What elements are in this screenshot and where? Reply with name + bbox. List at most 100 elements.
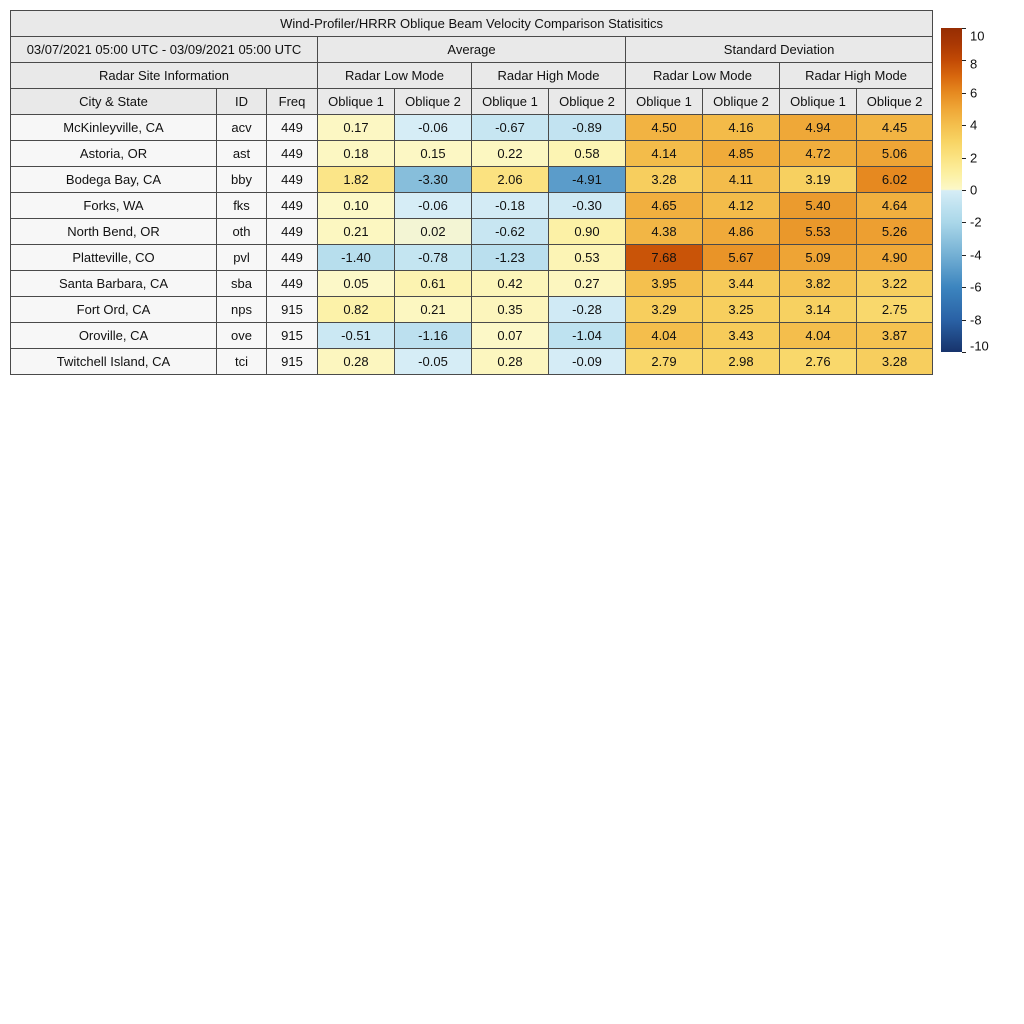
mode-header: Radar High Mode [778, 62, 934, 89]
value-cell: 4.45 [855, 114, 934, 141]
col-header-freq: Freq [266, 88, 318, 115]
city-cell: Platteville, CO [10, 244, 217, 271]
value-cell: 3.19 [779, 166, 857, 193]
colorbar-tick [962, 287, 966, 288]
freq-cell: 915 [266, 296, 318, 323]
date-range: 03/07/2021 05:00 UTC - 03/09/2021 05:00 … [10, 36, 318, 63]
col-header-oblique: Oblique 1 [779, 88, 857, 115]
value-cell: -0.67 [471, 114, 549, 141]
table-row: Oroville, CA ove 915 -0.51 -1.16 0.07 -1… [10, 322, 934, 349]
value-cell: 3.29 [625, 296, 703, 323]
colorbar-tick [962, 352, 966, 353]
table-row: North Bend, OR oth 449 0.21 0.02 -0.62 0… [10, 218, 934, 245]
value-cell: 7.68 [625, 244, 703, 271]
value-cell: 2.75 [855, 296, 934, 323]
value-cell: 1.82 [317, 166, 395, 193]
city-cell: Bodega Bay, CA [10, 166, 217, 193]
value-cell: -1.23 [471, 244, 549, 271]
value-cell: -1.40 [317, 244, 395, 271]
colorbar-tick-label: 10 [970, 28, 985, 44]
value-cell: 0.10 [317, 192, 395, 219]
value-cell: 6.02 [855, 166, 934, 193]
value-cell: 2.98 [702, 348, 780, 375]
value-cell: 4.14 [625, 140, 703, 167]
col-header-oblique: Oblique 1 [625, 88, 703, 115]
value-cell: -1.04 [548, 322, 626, 349]
value-cell: 4.65 [625, 192, 703, 219]
city-cell: Santa Barbara, CA [10, 270, 217, 297]
value-cell: 3.28 [855, 348, 934, 375]
colorbar-tick-label: 8 [970, 56, 978, 72]
value-cell: 0.21 [394, 296, 472, 323]
value-cell: 4.38 [625, 218, 703, 245]
colorbar-tick [962, 255, 966, 256]
value-cell: 0.05 [317, 270, 395, 297]
value-cell: -0.89 [548, 114, 626, 141]
value-cell: -0.18 [471, 192, 549, 219]
value-cell: 2.76 [779, 348, 857, 375]
value-cell: 3.28 [625, 166, 703, 193]
value-cell: -4.91 [548, 166, 626, 193]
value-cell: 5.40 [779, 192, 857, 219]
value-cell: 0.90 [548, 218, 626, 245]
value-cell: 0.35 [471, 296, 549, 323]
value-cell: 4.12 [702, 192, 780, 219]
colorbar-tick [962, 190, 966, 191]
value-cell: 5.26 [855, 218, 934, 245]
colorbar-tick-label: -2 [970, 214, 982, 230]
freq-cell: 449 [266, 244, 318, 271]
value-cell: 0.61 [394, 270, 472, 297]
freq-cell: 449 [266, 218, 318, 245]
table-row: Fort Ord, CA nps 915 0.82 0.21 0.35 -0.2… [10, 296, 934, 323]
value-cell: 5.09 [779, 244, 857, 271]
city-cell: McKinleyville, CA [10, 114, 217, 141]
value-cell: 0.22 [471, 140, 549, 167]
site-id-cell: pvl [216, 244, 267, 271]
col-header-oblique: Oblique 2 [855, 88, 934, 115]
value-cell: 3.87 [855, 322, 934, 349]
figure-title: Wind-Profiler/HRRR Oblique Beam Velocity… [9, 10, 934, 37]
col-header-city: City & State [10, 88, 217, 115]
freq-cell: 915 [266, 322, 318, 349]
value-cell: 5.06 [855, 140, 934, 167]
col-header-oblique: Oblique 1 [471, 88, 549, 115]
value-cell: 0.02 [394, 218, 472, 245]
value-cell: 4.04 [625, 322, 703, 349]
value-cell: 3.14 [779, 296, 857, 323]
colorbar-tick [962, 93, 966, 94]
value-cell: 3.95 [625, 270, 703, 297]
mode-header-row: Radar Site Information Radar Low Mode Ra… [10, 62, 934, 89]
mode-header: Radar Low Mode [317, 62, 472, 89]
value-cell: 4.85 [702, 140, 780, 167]
colorbar-tick [962, 28, 966, 29]
value-cell: 0.15 [394, 140, 472, 167]
column-header-row: City & State ID Freq Oblique 1 Oblique 2… [10, 88, 934, 115]
city-cell: Oroville, CA [10, 322, 217, 349]
value-cell: 3.25 [702, 296, 780, 323]
value-cell: 0.53 [548, 244, 626, 271]
value-cell: -0.51 [317, 322, 395, 349]
col-header-oblique: Oblique 2 [394, 88, 472, 115]
freq-cell: 449 [266, 192, 318, 219]
colorbar-tick-label: -8 [970, 312, 982, 328]
value-cell: 5.53 [779, 218, 857, 245]
table-row: McKinleyville, CA acv 449 0.17 -0.06 -0.… [10, 114, 934, 141]
value-cell: 0.82 [317, 296, 395, 323]
col-header-oblique: Oblique 2 [702, 88, 780, 115]
col-header-id: ID [216, 88, 267, 115]
site-info-header: Radar Site Information [10, 62, 318, 89]
colorbar-tick-label: 6 [970, 85, 978, 101]
mode-header: Radar Low Mode [625, 62, 780, 89]
freq-cell: 449 [266, 140, 318, 167]
site-id-cell: ast [216, 140, 267, 167]
colorbar-tick [962, 320, 966, 321]
value-cell: 0.28 [317, 348, 395, 375]
value-cell: -1.16 [394, 322, 472, 349]
site-id-cell: fks [216, 192, 267, 219]
value-cell: 5.67 [702, 244, 780, 271]
value-cell: 0.17 [317, 114, 395, 141]
stats-table: Wind-Profiler/HRRR Oblique Beam Velocity… [9, 10, 934, 375]
table-row: Astoria, OR ast 449 0.18 0.15 0.22 0.58 … [10, 140, 934, 167]
city-cell: Twitchell Island, CA [10, 348, 217, 375]
